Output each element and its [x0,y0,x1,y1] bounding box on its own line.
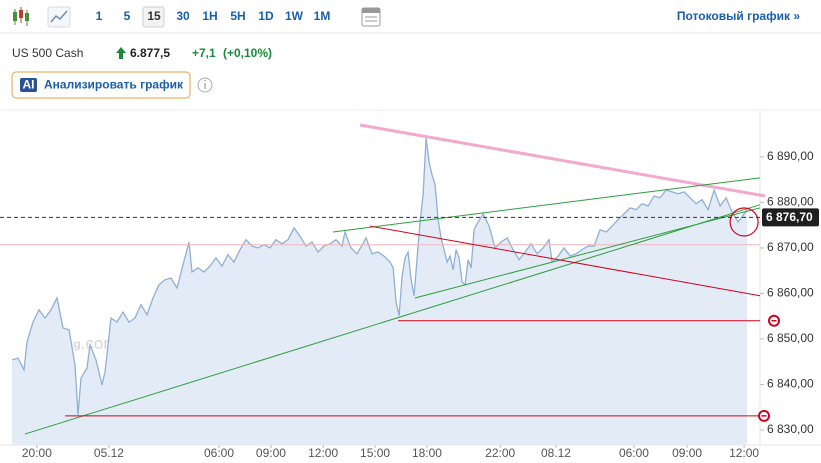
x-tick-label: 12:00 [308,446,338,460]
y-tick-label: 6 870,00 [767,240,814,254]
ai-button[interactable]: AI Анализировать график [11,71,191,99]
ai-label: Анализировать график [44,78,184,92]
current-price-label: 6 876,70 [766,210,813,224]
y-tick-label: 6 880,00 [767,195,814,209]
change-pct: (+0,10%) [223,46,272,60]
interval-button[interactable]: 1W [285,9,304,23]
interval-button[interactable]: 5 [124,9,131,23]
x-tick-label: 09:00 [256,446,286,460]
interval-button[interactable]: 1M [314,9,331,23]
area-fill [12,137,748,446]
interval-button[interactable]: 1 [96,9,103,23]
x-tick-label: 06:00 [619,446,649,460]
y-tick-label: 6 850,00 [767,331,814,345]
interval-button[interactable]: 1D [258,9,274,23]
x-tick-label: 08.12 [541,446,571,460]
interval-button[interactable]: 30 [176,9,190,23]
price-line [11,137,748,416]
interval-button[interactable]: 15 [147,9,161,23]
x-tick-label: 12:00 [729,446,759,460]
x-tick-label: 05.12 [94,446,124,460]
up-arrow [116,47,126,59]
ai-badge: AI [23,78,35,92]
highlight-ring [729,207,759,237]
y-tick-label: 6 890,00 [767,149,814,163]
interval-button[interactable]: 1H [202,9,217,23]
trend-line [414,207,761,299]
stream-link[interactable]: Потоковый график » [677,9,800,23]
x-tick-label: 18:00 [412,446,442,460]
x-tick-label: 06:00 [204,446,234,460]
price: 6.877,5 [130,46,170,60]
trend-line [332,177,761,233]
current-price-tag [762,208,819,227]
y-tick-label: 6 830,00 [767,422,814,436]
candle-icon[interactable] [13,7,29,26]
change: +7,1 [192,46,216,60]
trend-line [369,225,761,297]
x-tick-label: 20:00 [22,446,52,460]
symbol: US 500 Cash [12,46,83,60]
x-tick-label: 15:00 [360,446,390,460]
selected-interval-box [142,6,165,28]
trend-line [24,204,761,435]
trend-line [359,123,766,198]
area-icon[interactable] [47,6,71,28]
y-tick-label: 6 860,00 [767,286,814,300]
interval-button[interactable]: 5H [230,9,245,23]
info-icon[interactable] [197,77,213,93]
indicator-icon[interactable] [361,7,381,27]
y-tick-label: 6 840,00 [767,377,814,391]
x-tick-label: 22:00 [485,446,515,460]
x-tick-label: 09:00 [672,446,702,460]
